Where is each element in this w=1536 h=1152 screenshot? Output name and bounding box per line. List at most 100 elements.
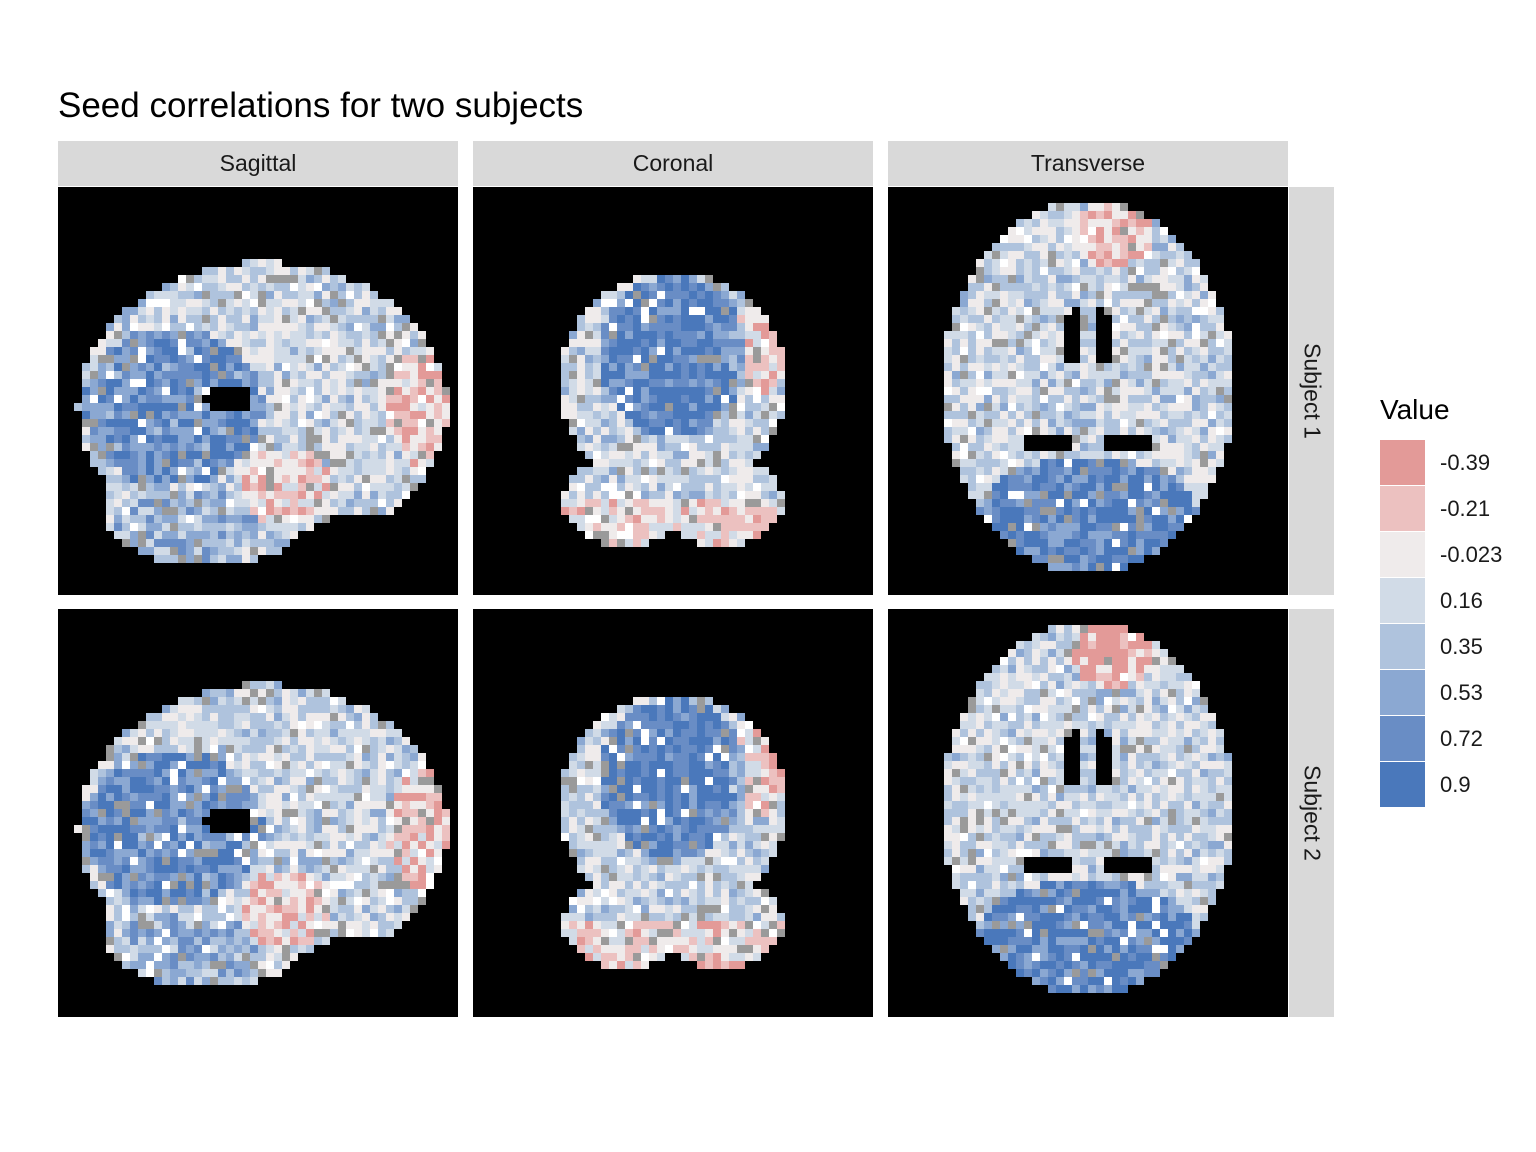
- heatmap-cell: [146, 491, 154, 499]
- heatmap-cell: [952, 347, 960, 355]
- heatmap-cell: [314, 435, 322, 443]
- heatmap-cell: [338, 427, 346, 435]
- heatmap-cell: [569, 371, 577, 379]
- heatmap-cell: [194, 315, 202, 323]
- heatmap-cell: [1072, 531, 1080, 539]
- heatmap-cell: [234, 379, 242, 387]
- heatmap-cell: [258, 395, 266, 403]
- heatmap-cell: [354, 881, 362, 889]
- heatmap-cell: [657, 355, 665, 363]
- heatmap-cell: [1064, 515, 1072, 523]
- heatmap-cell: [1184, 419, 1192, 427]
- heatmap-cell: [378, 435, 386, 443]
- heatmap-cell: [274, 889, 282, 897]
- heatmap-cell: [114, 355, 122, 363]
- heatmap-cell: [306, 435, 314, 443]
- heatmap-cell: [745, 435, 753, 443]
- heatmap-cell: [1024, 291, 1032, 299]
- heatmap-cell: [410, 873, 418, 881]
- heatmap-cell: [306, 857, 314, 865]
- heatmap-cell: [242, 745, 250, 753]
- heatmap-cell: [114, 857, 122, 865]
- heatmap-cell: [761, 387, 769, 395]
- heatmap-cell: [138, 459, 146, 467]
- heatmap-cell: [106, 777, 114, 785]
- heatmap-cell: [394, 427, 402, 435]
- heatmap-cell: [146, 539, 154, 547]
- heatmap-cell: [330, 283, 338, 291]
- heatmap-cell: [314, 881, 322, 889]
- heatmap-cell: [1096, 539, 1104, 547]
- heatmap-cell: [1224, 331, 1232, 339]
- heatmap-cell: [106, 745, 114, 753]
- heatmap-cell: [218, 283, 226, 291]
- heatmap-cell: [1144, 379, 1152, 387]
- heatmap-cell: [234, 275, 242, 283]
- heatmap-cell: [330, 865, 338, 873]
- heatmap-cell: [290, 689, 298, 697]
- heatmap-cell: [130, 961, 138, 969]
- heatmap-cell: [138, 547, 146, 555]
- heatmap-cell: [186, 483, 194, 491]
- heatmap-cell: [106, 937, 114, 945]
- heatmap-cell: [306, 475, 314, 483]
- heatmap-cell: [138, 403, 146, 411]
- heatmap-cell: [114, 475, 122, 483]
- heatmap-cell: [218, 849, 226, 857]
- heatmap-cell: [984, 459, 992, 467]
- heatmap-cell: [697, 705, 705, 713]
- heatmap-cell: [673, 491, 681, 499]
- heatmap-cell: [1096, 435, 1104, 443]
- heatmap-cell: [210, 419, 218, 427]
- heatmap-cell: [346, 841, 354, 849]
- heatmap-cell: [657, 721, 665, 729]
- heatmap-cell: [338, 419, 346, 427]
- heatmap-cell: [1168, 427, 1176, 435]
- heatmap-cell: [186, 435, 194, 443]
- heatmap-cell: [992, 323, 1000, 331]
- facet-label-sagittal: Sagittal: [58, 141, 458, 186]
- heatmap-cell: [290, 467, 298, 475]
- heatmap-cell: [370, 427, 378, 435]
- heatmap-cell: [753, 427, 761, 435]
- heatmap-cell: [944, 355, 952, 363]
- heatmap-cell: [210, 729, 218, 737]
- heatmap-cell: [146, 913, 154, 921]
- heatmap-cell: [186, 737, 194, 745]
- heatmap-cell: [625, 395, 633, 403]
- heatmap-cell: [162, 905, 170, 913]
- heatmap-cell: [202, 705, 210, 713]
- heatmap-cell: [1136, 299, 1144, 307]
- heatmap-cell: [290, 953, 298, 961]
- heatmap-cell: [1096, 219, 1104, 227]
- heatmap-cell: [114, 753, 122, 761]
- heatmap-cell: [1184, 331, 1192, 339]
- heatmap-cell: [1016, 259, 1024, 267]
- heatmap-cell: [258, 793, 266, 801]
- heatmap-cell: [1200, 491, 1208, 499]
- heatmap-cell: [1048, 555, 1056, 563]
- heatmap-cell: [362, 467, 370, 475]
- heatmap-cell: [234, 833, 242, 841]
- heatmap-cell: [210, 881, 218, 889]
- heatmap-cell: [130, 451, 138, 459]
- heatmap-cell: [641, 705, 649, 713]
- heatmap-cell: [250, 283, 258, 291]
- heatmap-cell: [1200, 275, 1208, 283]
- heatmap-cell: [705, 339, 713, 347]
- heatmap-cell: [138, 865, 146, 873]
- heatmap-cell: [154, 547, 162, 555]
- heatmap-cell: [274, 841, 282, 849]
- heatmap-cell: [202, 339, 210, 347]
- heatmap-cell: [258, 267, 266, 275]
- heatmap-cell: [737, 523, 745, 531]
- heatmap-cell: [1112, 323, 1120, 331]
- heatmap-cell: [98, 777, 106, 785]
- heatmap-cell: [322, 801, 330, 809]
- heatmap-cell: [394, 323, 402, 331]
- heatmap-cell: [338, 283, 346, 291]
- heatmap-cell: [577, 315, 585, 323]
- heatmap-cell: [202, 435, 210, 443]
- heatmap-cell: [170, 283, 178, 291]
- heatmap-cell: [601, 761, 609, 769]
